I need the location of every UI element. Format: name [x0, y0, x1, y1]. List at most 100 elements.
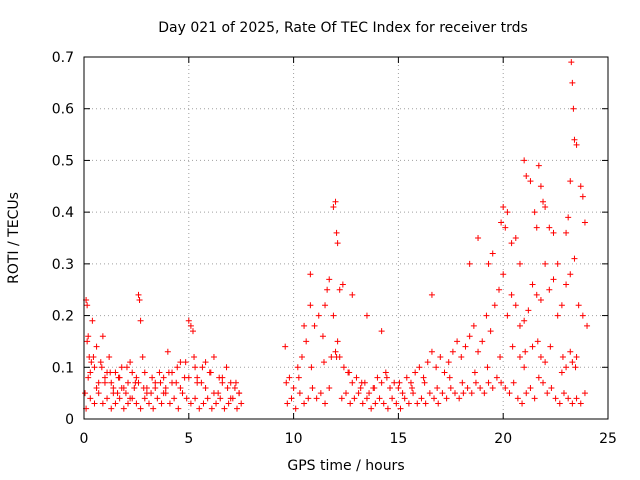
data-point — [223, 364, 230, 371]
data-point — [544, 390, 551, 397]
data-point — [164, 348, 171, 355]
data-point — [573, 353, 580, 360]
data-point — [330, 312, 337, 319]
data-point — [579, 312, 586, 319]
data-point — [470, 322, 477, 329]
data-point — [313, 395, 320, 402]
data-point — [516, 260, 523, 267]
data-point — [412, 369, 419, 376]
data-point — [89, 317, 96, 324]
data-point — [319, 333, 326, 340]
data-point — [529, 281, 536, 288]
data-point — [363, 395, 370, 402]
data-point — [157, 379, 164, 386]
data-point — [569, 79, 576, 86]
data-point — [403, 374, 410, 381]
data-point — [118, 384, 125, 391]
data-point — [508, 240, 515, 247]
data-point — [149, 374, 156, 381]
data-point — [509, 343, 516, 350]
data-point — [418, 395, 425, 402]
data-point — [127, 359, 134, 366]
data-point — [328, 353, 335, 360]
data-point — [552, 395, 559, 402]
data-point — [290, 384, 297, 391]
data-point — [483, 312, 490, 319]
data-point — [554, 260, 561, 267]
data-point — [512, 302, 519, 309]
data-point — [160, 390, 167, 397]
data-point — [378, 328, 385, 335]
data-point — [158, 400, 165, 407]
data-point — [288, 395, 295, 402]
data-point — [421, 379, 428, 386]
data-point — [171, 395, 178, 402]
data-point — [353, 374, 360, 381]
data-point — [458, 353, 465, 360]
data-point — [217, 395, 224, 402]
data-point — [294, 364, 301, 371]
data-point — [187, 400, 194, 407]
data-point — [550, 229, 557, 236]
data-point — [565, 214, 572, 221]
data-point — [179, 390, 186, 397]
data-point — [85, 374, 92, 381]
data-point — [446, 374, 453, 381]
y-axis-ticks: 0 0.1 0.2 0.3 0.4 0.5 0.6 0.7 — [52, 50, 608, 428]
data-point — [548, 384, 555, 391]
data-points — [82, 59, 591, 412]
data-point — [531, 209, 538, 216]
data-point — [305, 395, 312, 402]
data-point — [194, 379, 201, 386]
data-point — [106, 353, 113, 360]
data-point — [533, 224, 540, 231]
data-point — [334, 338, 341, 345]
data-point — [537, 183, 544, 190]
data-point — [311, 322, 318, 329]
data-point — [376, 395, 383, 402]
data-point — [534, 338, 541, 345]
data-point — [284, 400, 291, 407]
data-point — [84, 302, 91, 309]
data-point — [210, 353, 217, 360]
data-point — [522, 348, 529, 355]
data-point — [123, 364, 130, 371]
data-point — [535, 374, 542, 381]
data-point — [449, 348, 456, 355]
data-point — [140, 384, 147, 391]
data-point — [567, 178, 574, 185]
data-point — [150, 405, 157, 412]
x-tick-label: 25 — [599, 431, 617, 447]
data-point — [525, 307, 532, 314]
y-axis-label: ROTI / TECUs — [6, 192, 22, 284]
data-point — [137, 405, 144, 412]
data-point — [110, 390, 117, 397]
data-point — [500, 271, 507, 278]
data-point — [445, 359, 452, 366]
data-point — [359, 400, 366, 407]
data-point — [200, 400, 207, 407]
data-point — [396, 379, 403, 386]
data-point — [334, 240, 341, 247]
data-point — [101, 374, 108, 381]
data-point — [351, 395, 358, 402]
y-tick-label: 0.5 — [52, 153, 74, 169]
data-point — [479, 338, 486, 345]
data-point — [374, 374, 381, 381]
data-point — [571, 255, 578, 262]
data-point — [286, 374, 293, 381]
data-point — [512, 235, 519, 241]
data-point — [175, 405, 182, 412]
data-point — [320, 359, 327, 366]
data-point — [540, 198, 547, 205]
data-point — [236, 390, 243, 397]
data-point — [410, 390, 417, 397]
data-point — [204, 395, 211, 402]
data-point — [326, 276, 333, 283]
data-point — [383, 374, 390, 381]
data-point — [567, 271, 574, 278]
data-point — [208, 405, 215, 412]
data-point — [332, 198, 339, 205]
data-point — [182, 359, 189, 366]
